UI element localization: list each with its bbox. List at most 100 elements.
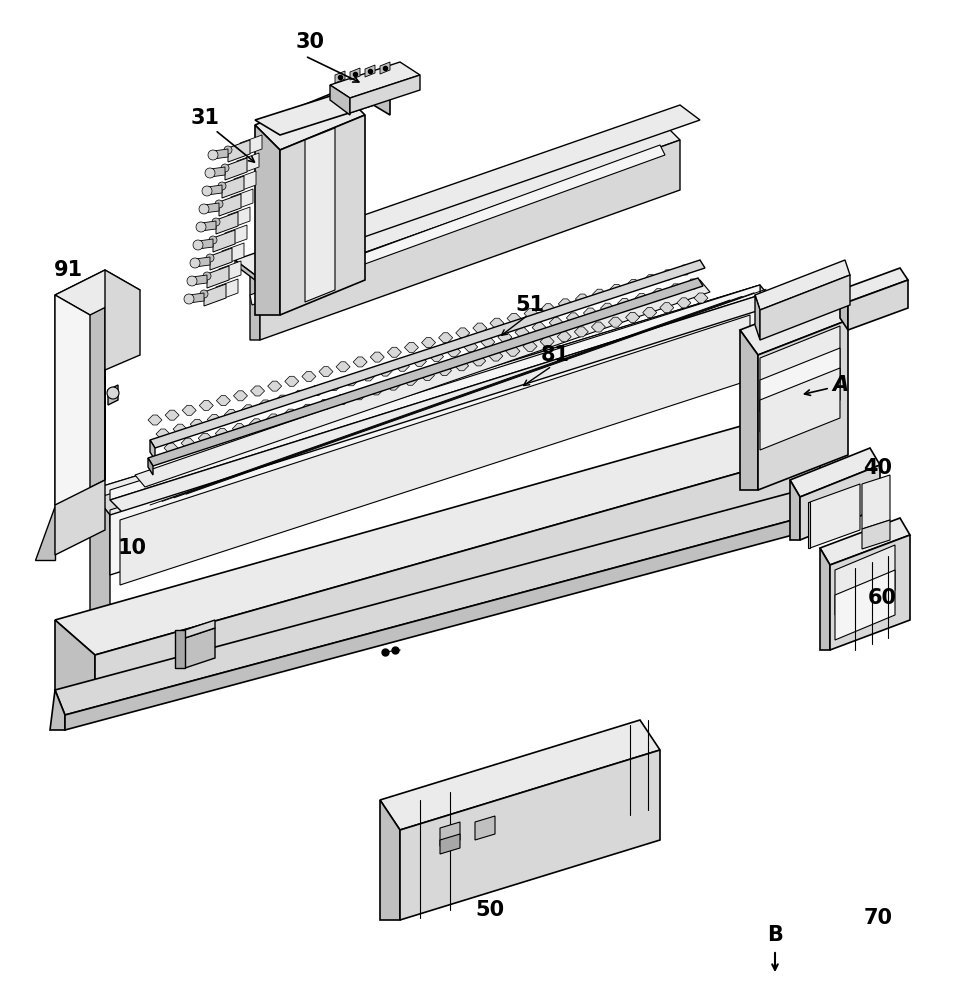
Polygon shape [50,690,65,730]
Polygon shape [55,620,95,690]
Polygon shape [110,310,759,575]
Polygon shape [809,484,859,548]
Polygon shape [475,816,495,840]
Polygon shape [395,361,409,371]
Polygon shape [319,367,333,377]
Circle shape [205,168,214,178]
Polygon shape [819,518,909,565]
Polygon shape [284,376,299,386]
Polygon shape [234,171,256,193]
Polygon shape [789,448,879,497]
Polygon shape [352,390,366,400]
Polygon shape [55,480,105,555]
Polygon shape [539,337,554,347]
Polygon shape [55,485,829,715]
Polygon shape [488,351,503,361]
Polygon shape [259,140,679,340]
Polygon shape [233,424,246,434]
Polygon shape [652,289,665,299]
Circle shape [208,150,218,160]
Polygon shape [209,167,225,177]
Polygon shape [250,120,679,290]
Circle shape [211,218,220,226]
Polygon shape [192,275,207,285]
Polygon shape [283,409,297,419]
Polygon shape [219,194,241,216]
Polygon shape [369,385,382,395]
Polygon shape [188,293,204,303]
Polygon shape [335,362,350,372]
Polygon shape [309,385,324,395]
Circle shape [221,164,229,172]
Polygon shape [380,720,659,830]
Polygon shape [829,535,909,650]
Polygon shape [643,275,657,285]
Polygon shape [173,424,186,434]
Polygon shape [231,189,253,211]
Polygon shape [380,62,389,74]
Polygon shape [95,450,819,690]
Polygon shape [156,429,170,439]
Text: 30: 30 [295,32,324,52]
Polygon shape [420,370,434,380]
Polygon shape [236,153,259,175]
Text: 50: 50 [475,900,504,920]
Polygon shape [110,305,759,525]
Polygon shape [437,366,451,376]
Polygon shape [800,465,879,540]
Polygon shape [249,419,263,429]
Polygon shape [90,285,759,500]
Polygon shape [276,395,289,405]
Polygon shape [198,239,212,249]
Polygon shape [574,327,588,337]
Polygon shape [55,270,105,505]
Polygon shape [693,293,707,303]
Polygon shape [280,115,364,315]
Polygon shape [575,294,589,304]
Polygon shape [659,303,673,313]
Polygon shape [209,248,232,270]
Polygon shape [412,356,426,366]
Polygon shape [207,414,221,424]
Polygon shape [234,105,700,275]
Polygon shape [403,375,417,385]
Polygon shape [302,371,315,381]
Circle shape [218,182,226,190]
Polygon shape [334,71,345,83]
Polygon shape [216,396,230,406]
Polygon shape [255,90,364,150]
Polygon shape [225,158,247,180]
Polygon shape [591,322,604,332]
Polygon shape [224,410,238,420]
Polygon shape [222,176,244,198]
Circle shape [224,146,232,154]
Polygon shape [549,318,562,328]
Circle shape [193,240,203,250]
Polygon shape [135,280,709,487]
Polygon shape [834,570,894,640]
Polygon shape [175,630,185,668]
Polygon shape [228,140,250,162]
Polygon shape [292,390,307,400]
Polygon shape [506,313,521,323]
Polygon shape [198,433,212,443]
Polygon shape [55,415,819,655]
Polygon shape [165,410,179,420]
Polygon shape [839,290,847,330]
Polygon shape [625,312,639,322]
Polygon shape [439,834,459,854]
Polygon shape [759,368,839,450]
Polygon shape [489,318,504,328]
Circle shape [209,236,217,244]
Text: 40: 40 [863,458,892,478]
Polygon shape [215,428,229,438]
Polygon shape [35,505,55,560]
Polygon shape [301,404,314,414]
Polygon shape [582,308,597,318]
Polygon shape [239,135,261,157]
Polygon shape [330,85,350,115]
Polygon shape [505,346,519,356]
Polygon shape [739,295,847,355]
Polygon shape [626,280,640,290]
Polygon shape [473,323,486,333]
